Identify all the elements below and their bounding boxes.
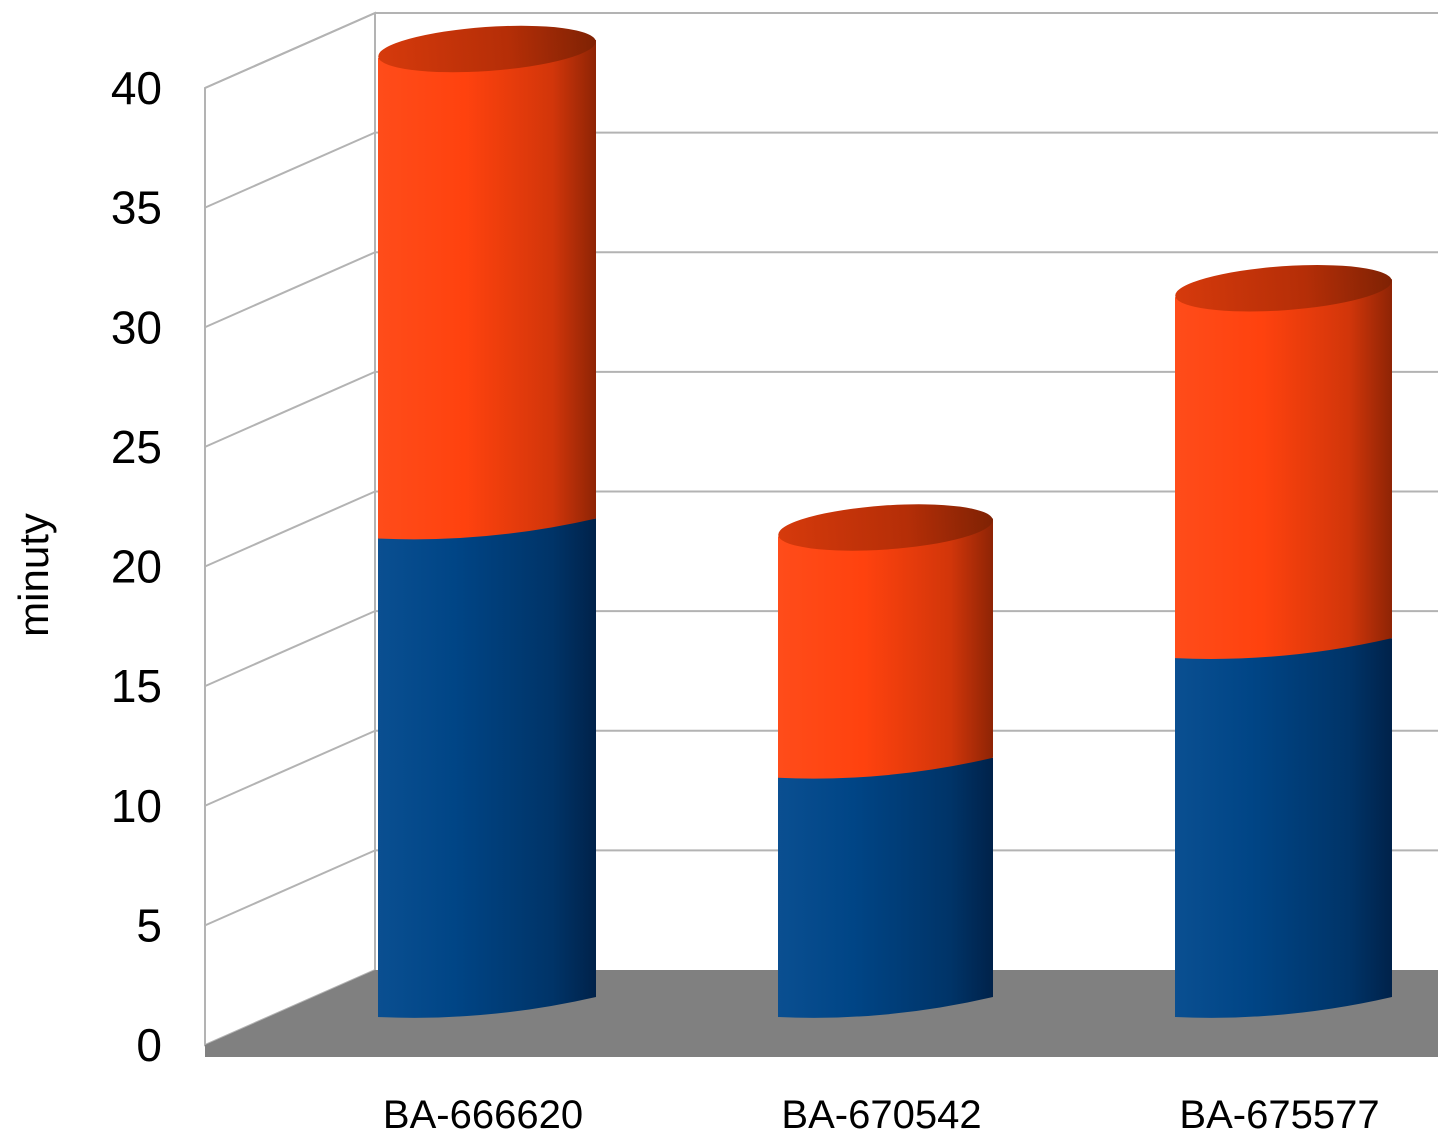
x-category-label: BA-666620 [383, 1093, 583, 1137]
y-tick-label: 5 [136, 899, 162, 951]
y-tick-label: 30 [111, 301, 162, 353]
y-tick-label: 0 [136, 1019, 162, 1071]
bar-group [378, 25, 596, 1018]
bar-top-cap [1175, 265, 1392, 312]
gridline-left-wall [204, 370, 376, 448]
y-tick-label: 15 [111, 660, 162, 712]
bar-segment [1175, 638, 1392, 1018]
bars [378, 25, 1392, 1018]
bar-group [1175, 265, 1392, 1018]
bar-segment [1175, 279, 1392, 659]
gridline-left-wall [204, 610, 376, 688]
gridline-left-wall [204, 131, 376, 209]
bar-group [778, 504, 993, 1018]
gridline-left-wall [204, 729, 376, 807]
gridline-left-wall [204, 12, 376, 89]
y-tick-label: 20 [111, 541, 162, 593]
bar-segment [778, 518, 993, 779]
x-category-label: BA-675577 [1179, 1093, 1379, 1137]
bar-top-cap [378, 25, 596, 73]
y-tick-label: 25 [111, 421, 162, 473]
bar-segment [378, 518, 596, 1018]
y-axis-title: minuty [10, 513, 57, 637]
bar-segment [778, 757, 993, 1018]
x-category-label: BA-670542 [781, 1093, 981, 1137]
y-tick-labels: 0 5 10 15 20 25 30 35 40 [111, 62, 162, 1071]
y-tick-label: 10 [111, 780, 162, 832]
y-tick-label: 35 [111, 182, 162, 234]
y-tick-label: 40 [111, 62, 162, 114]
bar-top-cap [778, 504, 993, 551]
gridline-left-wall [204, 251, 376, 329]
x-category-labels: BA-666620 BA-670542 BA-675577 [383, 1093, 1380, 1137]
gridline-left-wall [204, 490, 376, 568]
gridline-left-wall [204, 849, 376, 927]
bar-segment [378, 40, 596, 540]
